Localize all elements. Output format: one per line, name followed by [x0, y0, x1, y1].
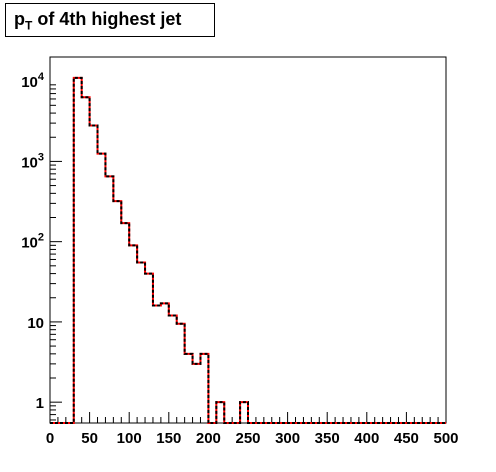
title-variable: p [14, 9, 25, 29]
x-tick-label: 200 [196, 430, 221, 447]
histogram-series [50, 76, 446, 424]
x-tick-label: 100 [117, 430, 142, 447]
title-rest: of 4th highest jet [32, 9, 182, 29]
x-tick-label: 300 [275, 430, 300, 447]
y-tick-label: 103 [21, 151, 44, 171]
axis-tick-labels: 0 50 100 150 200 250 300 350 400 450 500 1 10 102 103 1… [21, 71, 458, 447]
x-tick-label: 450 [394, 430, 419, 447]
plot-frame [49, 56, 447, 424]
y-tick-label: 10 [27, 315, 44, 332]
x-tick-label: 400 [354, 430, 379, 447]
x-tick-label: 500 [433, 430, 458, 447]
x-tick-label: 150 [156, 430, 181, 447]
x-tick-label: 250 [235, 430, 260, 447]
y-tick-label: 104 [21, 71, 45, 91]
x-tick-label: 350 [315, 430, 340, 447]
y-tick-label: 1 [36, 395, 44, 412]
x-tick-label: 0 [46, 430, 54, 447]
y-tick-label: 102 [21, 232, 44, 252]
chart-title-box: pT of 4th highest jet [5, 3, 215, 37]
axis-ticks [49, 84, 447, 423]
histogram-black-dashed [50, 76, 446, 424]
x-tick-label: 50 [81, 430, 98, 447]
chart-title: pT of 4th highest jet [14, 9, 181, 33]
title-subscript: T [25, 18, 33, 33]
histogram-red-solid [50, 76, 446, 424]
